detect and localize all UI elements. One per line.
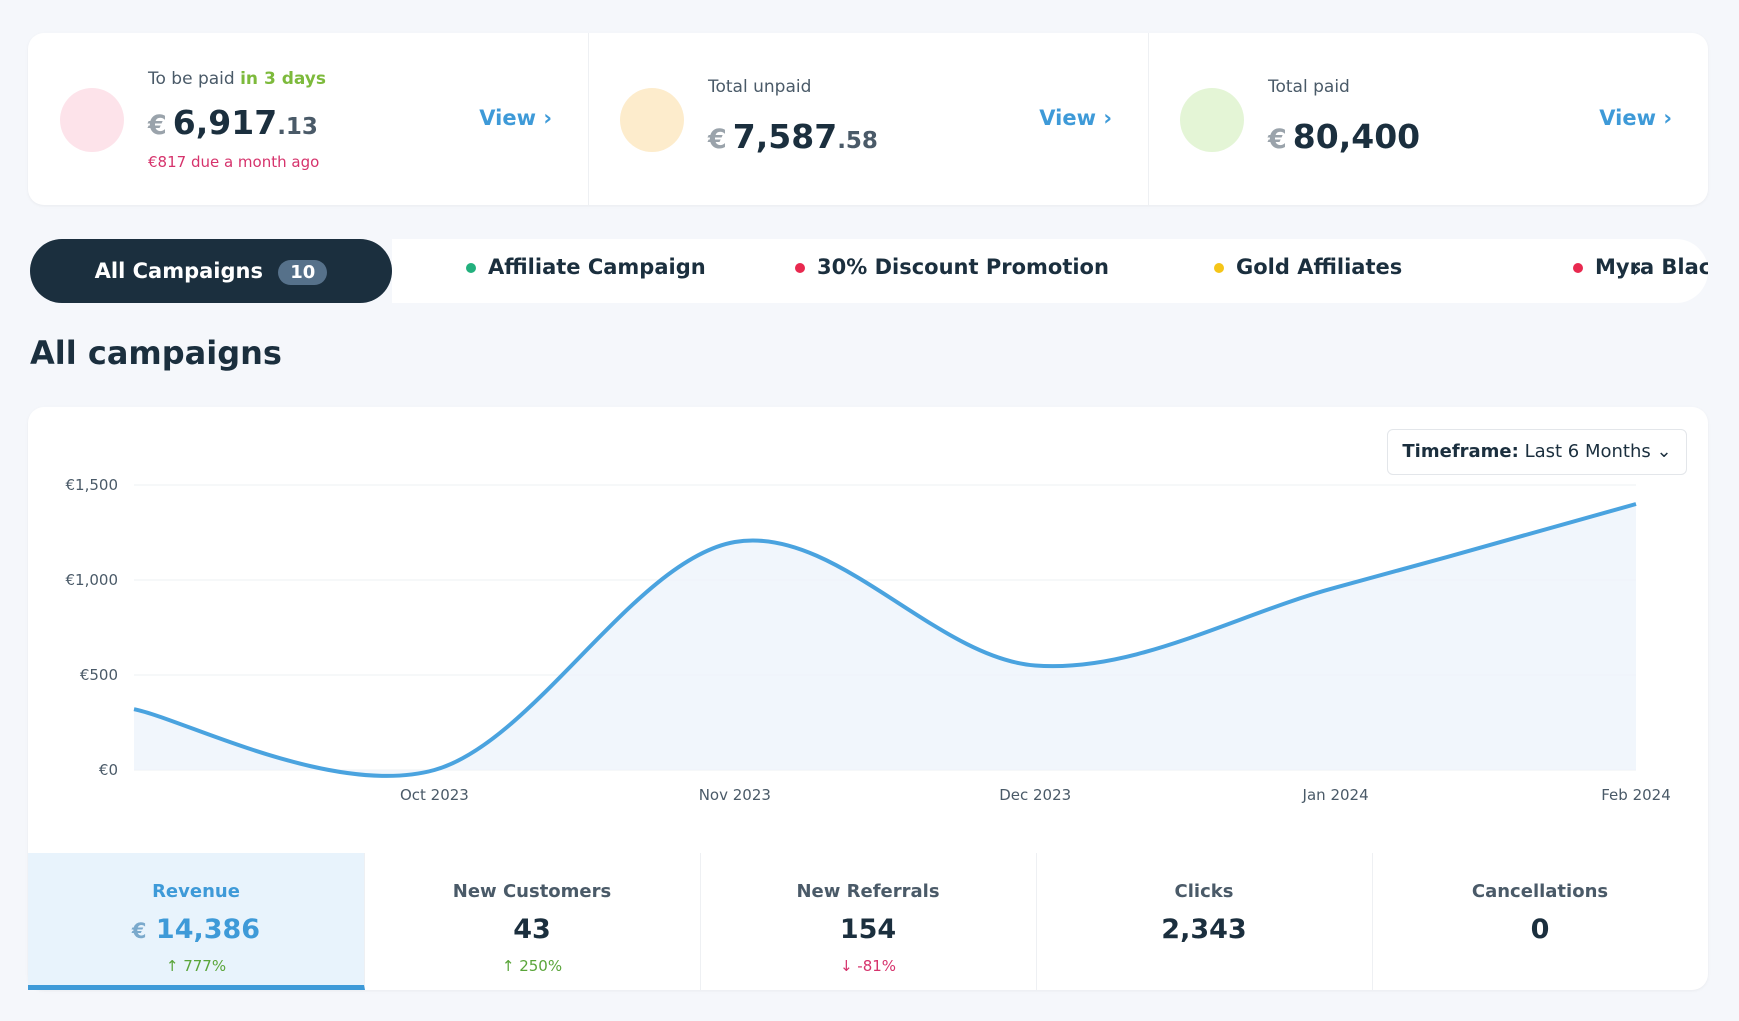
text: View xyxy=(1039,106,1097,130)
text: 2,343 xyxy=(1161,914,1247,945)
text: 14,386 xyxy=(155,914,261,945)
y-tick-label: €0 xyxy=(99,761,118,779)
line xyxy=(133,502,1637,778)
x-tick-label: Dec 2023 xyxy=(999,786,1071,804)
amount: €6,917.13 xyxy=(148,103,318,142)
count-badge: 10 xyxy=(278,260,328,285)
text: Affiliate Campaign xyxy=(488,255,706,279)
tab-strip xyxy=(392,239,1708,303)
icon xyxy=(60,88,124,152)
x-tick-label: Jan 2024 xyxy=(1302,786,1369,804)
dot xyxy=(466,263,476,273)
amount-main: 7,587 xyxy=(732,117,838,156)
text: 250% xyxy=(519,957,563,975)
x-tick-label: Feb 2024 xyxy=(1601,786,1671,804)
tab-active[interactable]: All Campaigns 10 xyxy=(30,239,392,303)
text: Myra Black xyxy=(1595,255,1708,279)
label: Total paid xyxy=(1268,77,1350,97)
dot xyxy=(1573,263,1583,273)
text: -81% xyxy=(857,957,897,975)
metric[interactable]: Clicks 2,343 xyxy=(1036,853,1373,990)
text: € xyxy=(131,919,147,943)
text: New Customers xyxy=(452,881,612,902)
label: To be paid xyxy=(148,69,235,89)
text: New Referrals xyxy=(796,881,940,902)
tab[interactable]: Gold Affiliates xyxy=(1214,255,1402,279)
text: View xyxy=(479,106,537,130)
text: 154 xyxy=(839,914,897,945)
summary-item: Total paid €80,400 View › xyxy=(1148,33,1708,205)
view-link[interactable]: View › xyxy=(1599,106,1672,130)
tab[interactable]: Myra Black xyxy=(1573,255,1708,279)
view-link[interactable]: View › xyxy=(1039,106,1112,130)
icon xyxy=(1180,88,1244,152)
label-highlight: in 3 days xyxy=(240,69,327,89)
text: Last 6 Months xyxy=(1524,441,1651,462)
currency: € xyxy=(148,110,167,141)
text: 777% xyxy=(183,957,227,975)
text: Gold Affiliates xyxy=(1236,255,1403,279)
text: Timeframe: xyxy=(1402,441,1519,462)
metric[interactable]: New Customers 43 ↑ 250% xyxy=(364,853,701,990)
summary-item: To be paid in 3 days €6,917.13 €817 due … xyxy=(28,33,589,205)
summary-item: Total unpaid €7,587.58 View › xyxy=(588,33,1149,205)
amount-cents: .58 xyxy=(837,128,878,154)
text: 43 xyxy=(513,914,551,945)
timeframe-select[interactable]: Timeframe: Last 6 Months ⌄ xyxy=(1387,429,1687,475)
metric[interactable]: New Referrals 154 ↓ -81% xyxy=(700,853,1037,990)
x-tick-label: Nov 2023 xyxy=(699,786,771,804)
tab[interactable]: Affiliate Campaign xyxy=(466,255,706,279)
amount-main: 6,917 xyxy=(172,103,278,142)
text: 30% Discount Promotion xyxy=(817,255,1109,279)
currency: € xyxy=(708,124,727,155)
y-tick-label: €1,500 xyxy=(66,476,119,494)
x-tick-label: Oct 2023 xyxy=(400,786,469,804)
dot xyxy=(1214,263,1224,273)
metric[interactable]: Cancellations 0 xyxy=(1372,853,1708,990)
amount-main: 80,400 xyxy=(1292,117,1421,156)
metric[interactable]: Revenue € 14,386 ↑ 777% xyxy=(28,853,365,990)
icon xyxy=(620,88,684,152)
amount-cents: .13 xyxy=(277,114,318,140)
view-link[interactable]: View › xyxy=(479,106,552,130)
note: €817 due a month ago xyxy=(148,153,320,171)
amount: €80,400 xyxy=(1268,117,1420,156)
section-title: All campaigns xyxy=(30,334,282,372)
tab[interactable]: 30% Discount Promotion xyxy=(795,255,1109,279)
currency: € xyxy=(1268,124,1287,155)
text: All Campaigns xyxy=(94,259,263,283)
scroll-arrow[interactable]: › xyxy=(1632,255,1642,283)
text: Revenue xyxy=(152,881,240,902)
label: Total unpaid xyxy=(708,77,812,97)
dot xyxy=(795,263,805,273)
amount: €7,587.58 xyxy=(708,117,878,156)
y-tick-label: €500 xyxy=(80,666,118,684)
text: View xyxy=(1599,106,1657,130)
text: 0 xyxy=(1530,914,1550,945)
y-tick-label: €1,000 xyxy=(66,571,119,589)
text: Clicks xyxy=(1174,881,1234,902)
summary-card: To be paid in 3 days €6,917.13 €817 due … xyxy=(28,33,1708,205)
text: Cancellations xyxy=(1471,881,1609,902)
area xyxy=(134,504,1636,776)
